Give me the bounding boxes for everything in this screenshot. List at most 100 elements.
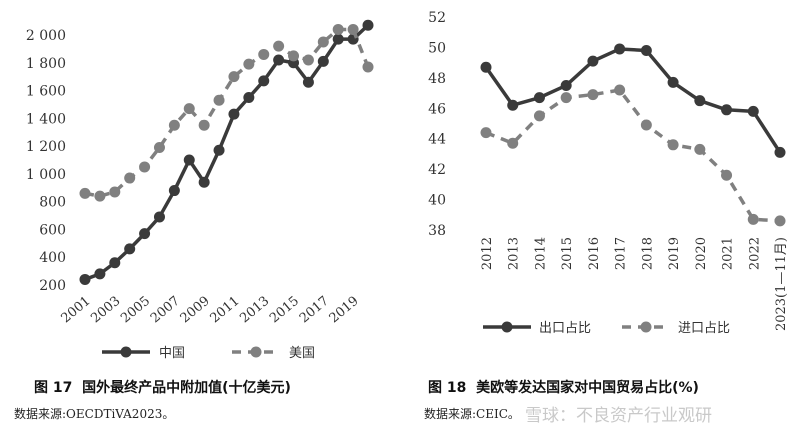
data-point-usa (183, 103, 195, 115)
data-point-china (183, 154, 195, 166)
x-tick-label: 2021 (721, 237, 736, 270)
data-point-usa (213, 94, 225, 106)
legend-marker (640, 321, 652, 333)
data-point-china (258, 75, 270, 87)
x-tick-label: 2001 (59, 294, 94, 327)
x-tick-label: 2005 (118, 294, 153, 327)
data-point-import (747, 213, 759, 225)
data-point-usa (273, 40, 285, 52)
legend-label: 进口占比 (678, 321, 730, 336)
chart-panel-left: 200 400 600 800 1 000 1 200 1 400 1 600 1 800 2 0… (0, 0, 400, 433)
data-point-usa (302, 54, 314, 66)
y-tick-label: 1 600 (26, 84, 66, 100)
y-tick-label: 400 (39, 250, 66, 266)
legend-marker (250, 346, 262, 358)
legend-label: 美国 (289, 346, 315, 361)
data-point-import (480, 127, 492, 139)
data-point-import (640, 119, 652, 131)
data-point-usa (288, 50, 300, 62)
x-tick-label: 2014 (533, 237, 548, 270)
data-point-export (614, 43, 626, 55)
legend-label: 中国 (159, 346, 185, 361)
data-point-china (139, 228, 151, 240)
data-point-china (94, 268, 106, 280)
data-point-export (507, 99, 519, 111)
y-tick-label: 40 (428, 193, 446, 209)
x-tick-label: 2017 (297, 294, 332, 327)
legend-marker (501, 321, 513, 333)
data-point-usa (94, 190, 106, 202)
data-point-usa (168, 119, 180, 131)
y-tick-label: 42 (428, 162, 446, 178)
data-point-china (153, 211, 165, 223)
y-tick-label: 200 (39, 278, 66, 294)
data-point-china (168, 185, 180, 197)
chart-18-title: 美欧等发达国家对中国贸易占比(%) (476, 380, 699, 396)
chart-18-label: 图 18 (428, 380, 467, 396)
y-tick-label: 1 400 (26, 111, 66, 127)
y-tick-label: 600 (39, 222, 66, 238)
data-point-import (614, 84, 626, 96)
y-tick-label: 44 (428, 132, 446, 148)
data-point-china (124, 243, 136, 255)
data-point-import (507, 137, 519, 149)
data-point-export (774, 146, 786, 158)
watermark: 雪球：不良资产行业观研 (525, 406, 712, 426)
data-point-usa (362, 61, 374, 73)
y-tick-label: 2 000 (26, 28, 66, 44)
data-point-china (273, 54, 285, 66)
data-point-import (533, 110, 545, 122)
x-tick-label: 2009 (178, 294, 213, 327)
data-point-china (302, 76, 314, 88)
data-point-usa (109, 186, 121, 198)
data-point-usa (317, 36, 329, 48)
chart-17-label: 图 17 (34, 380, 73, 396)
data-point-import (721, 169, 733, 181)
x-tick-label: 2019 (327, 294, 362, 327)
legend-label: 出口占比 (539, 321, 591, 336)
data-point-china (243, 92, 255, 103)
y-tick-label: 38 (428, 223, 446, 239)
chart-17-title: 国外最终产品中附加值(十亿美元) (82, 380, 291, 396)
data-point-export (480, 61, 492, 73)
y-tick-label: 1 200 (26, 139, 66, 155)
y-tick-label: 50 (428, 40, 446, 56)
data-point-usa (124, 172, 136, 184)
data-point-import (667, 139, 679, 151)
data-point-export (587, 55, 599, 67)
x-tick-label: 2018 (640, 237, 655, 270)
data-point-usa (243, 58, 255, 70)
data-point-usa (139, 161, 151, 173)
data-point-usa (198, 119, 210, 131)
chart-18-caption: 图 18 美欧等发达国家对中国贸易占比(%) (428, 377, 699, 397)
y-tick-label: 1 000 (26, 167, 66, 183)
data-point-usa (258, 48, 270, 60)
chart-18-svg: 38 40 42 44 46 48 50 52 2012 2013 2014 2015 2016 2017… (428, 10, 789, 336)
chart-panel-right: 38 40 42 44 46 48 50 52 2012 2013 2014 2015 2016 2017… (400, 0, 800, 433)
series-line-usa (84, 27, 370, 198)
data-point-import (694, 143, 706, 155)
data-point-china (317, 55, 329, 67)
data-point-usa (228, 71, 240, 83)
data-point-china (332, 33, 344, 45)
data-point-export (560, 79, 572, 91)
x-tick-label: 2017 (614, 237, 629, 270)
data-point-import (774, 215, 786, 227)
data-point-export (667, 76, 679, 88)
data-point-export (533, 92, 545, 104)
x-tick-label: 2013 (507, 237, 522, 270)
y-tick-label: 800 (39, 195, 66, 211)
chart-17-source: 数据来源:OECDTiVA2023。 (14, 407, 175, 421)
chart-17-svg: 200 400 600 800 1 000 1 200 1 400 1 600 1 800 2 0… (26, 19, 374, 361)
data-point-export (694, 95, 706, 107)
y-tick-label: 52 (428, 10, 446, 26)
series-line-export (484, 47, 782, 154)
x-tick-label: 2020 (694, 237, 709, 270)
data-point-china (228, 108, 240, 120)
x-tick-label: 2015 (560, 237, 575, 270)
data-point-usa (347, 23, 359, 35)
x-tick-label: 2022 (747, 237, 762, 270)
data-point-export (747, 105, 759, 117)
x-tick-label: 2013 (237, 294, 272, 327)
data-point-export (721, 104, 733, 116)
